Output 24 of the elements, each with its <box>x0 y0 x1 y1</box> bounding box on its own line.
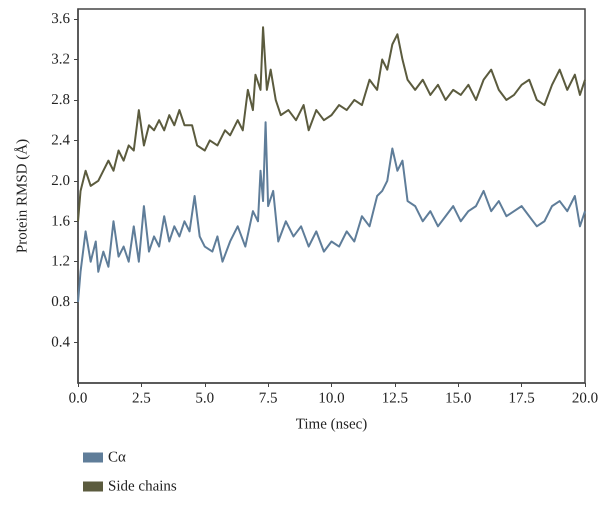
x-axis-title: Time (nsec) <box>296 416 368 432</box>
x-tick-label: 0.0 <box>68 390 88 406</box>
x-tick-label: 7.5 <box>258 390 278 406</box>
y-tick-label: 2.4 <box>51 132 70 148</box>
x-tick-label: 12.5 <box>382 390 408 406</box>
x-tick-label: 17.5 <box>508 390 535 406</box>
y-tick-label: 3.6 <box>51 11 70 28</box>
x-tick-label: 2.5 <box>132 390 151 406</box>
legend-label: Cα <box>108 450 126 466</box>
y-tick-label: 0.4 <box>51 334 70 351</box>
x-tick-label: 5.0 <box>195 390 214 406</box>
x-tick-label: 10.0 <box>318 390 345 406</box>
line-series <box>77 26 586 222</box>
y-tick-label: 2.0 <box>51 172 70 189</box>
y-tick-label: 0.8 <box>51 294 70 310</box>
x-tick-label: 15.0 <box>445 390 472 406</box>
line-series <box>77 121 586 304</box>
y-axis-title: Protein RMSD (Å) <box>14 138 30 254</box>
y-tick-label: 1.2 <box>51 254 70 270</box>
y-tick-label: 3.2 <box>51 52 70 68</box>
y-tick-label: 2.8 <box>51 92 70 108</box>
y-tick-label: 1.6 <box>51 213 70 230</box>
legend-label: Side chains <box>108 478 177 494</box>
x-tick-label: 20.0 <box>572 390 598 406</box>
